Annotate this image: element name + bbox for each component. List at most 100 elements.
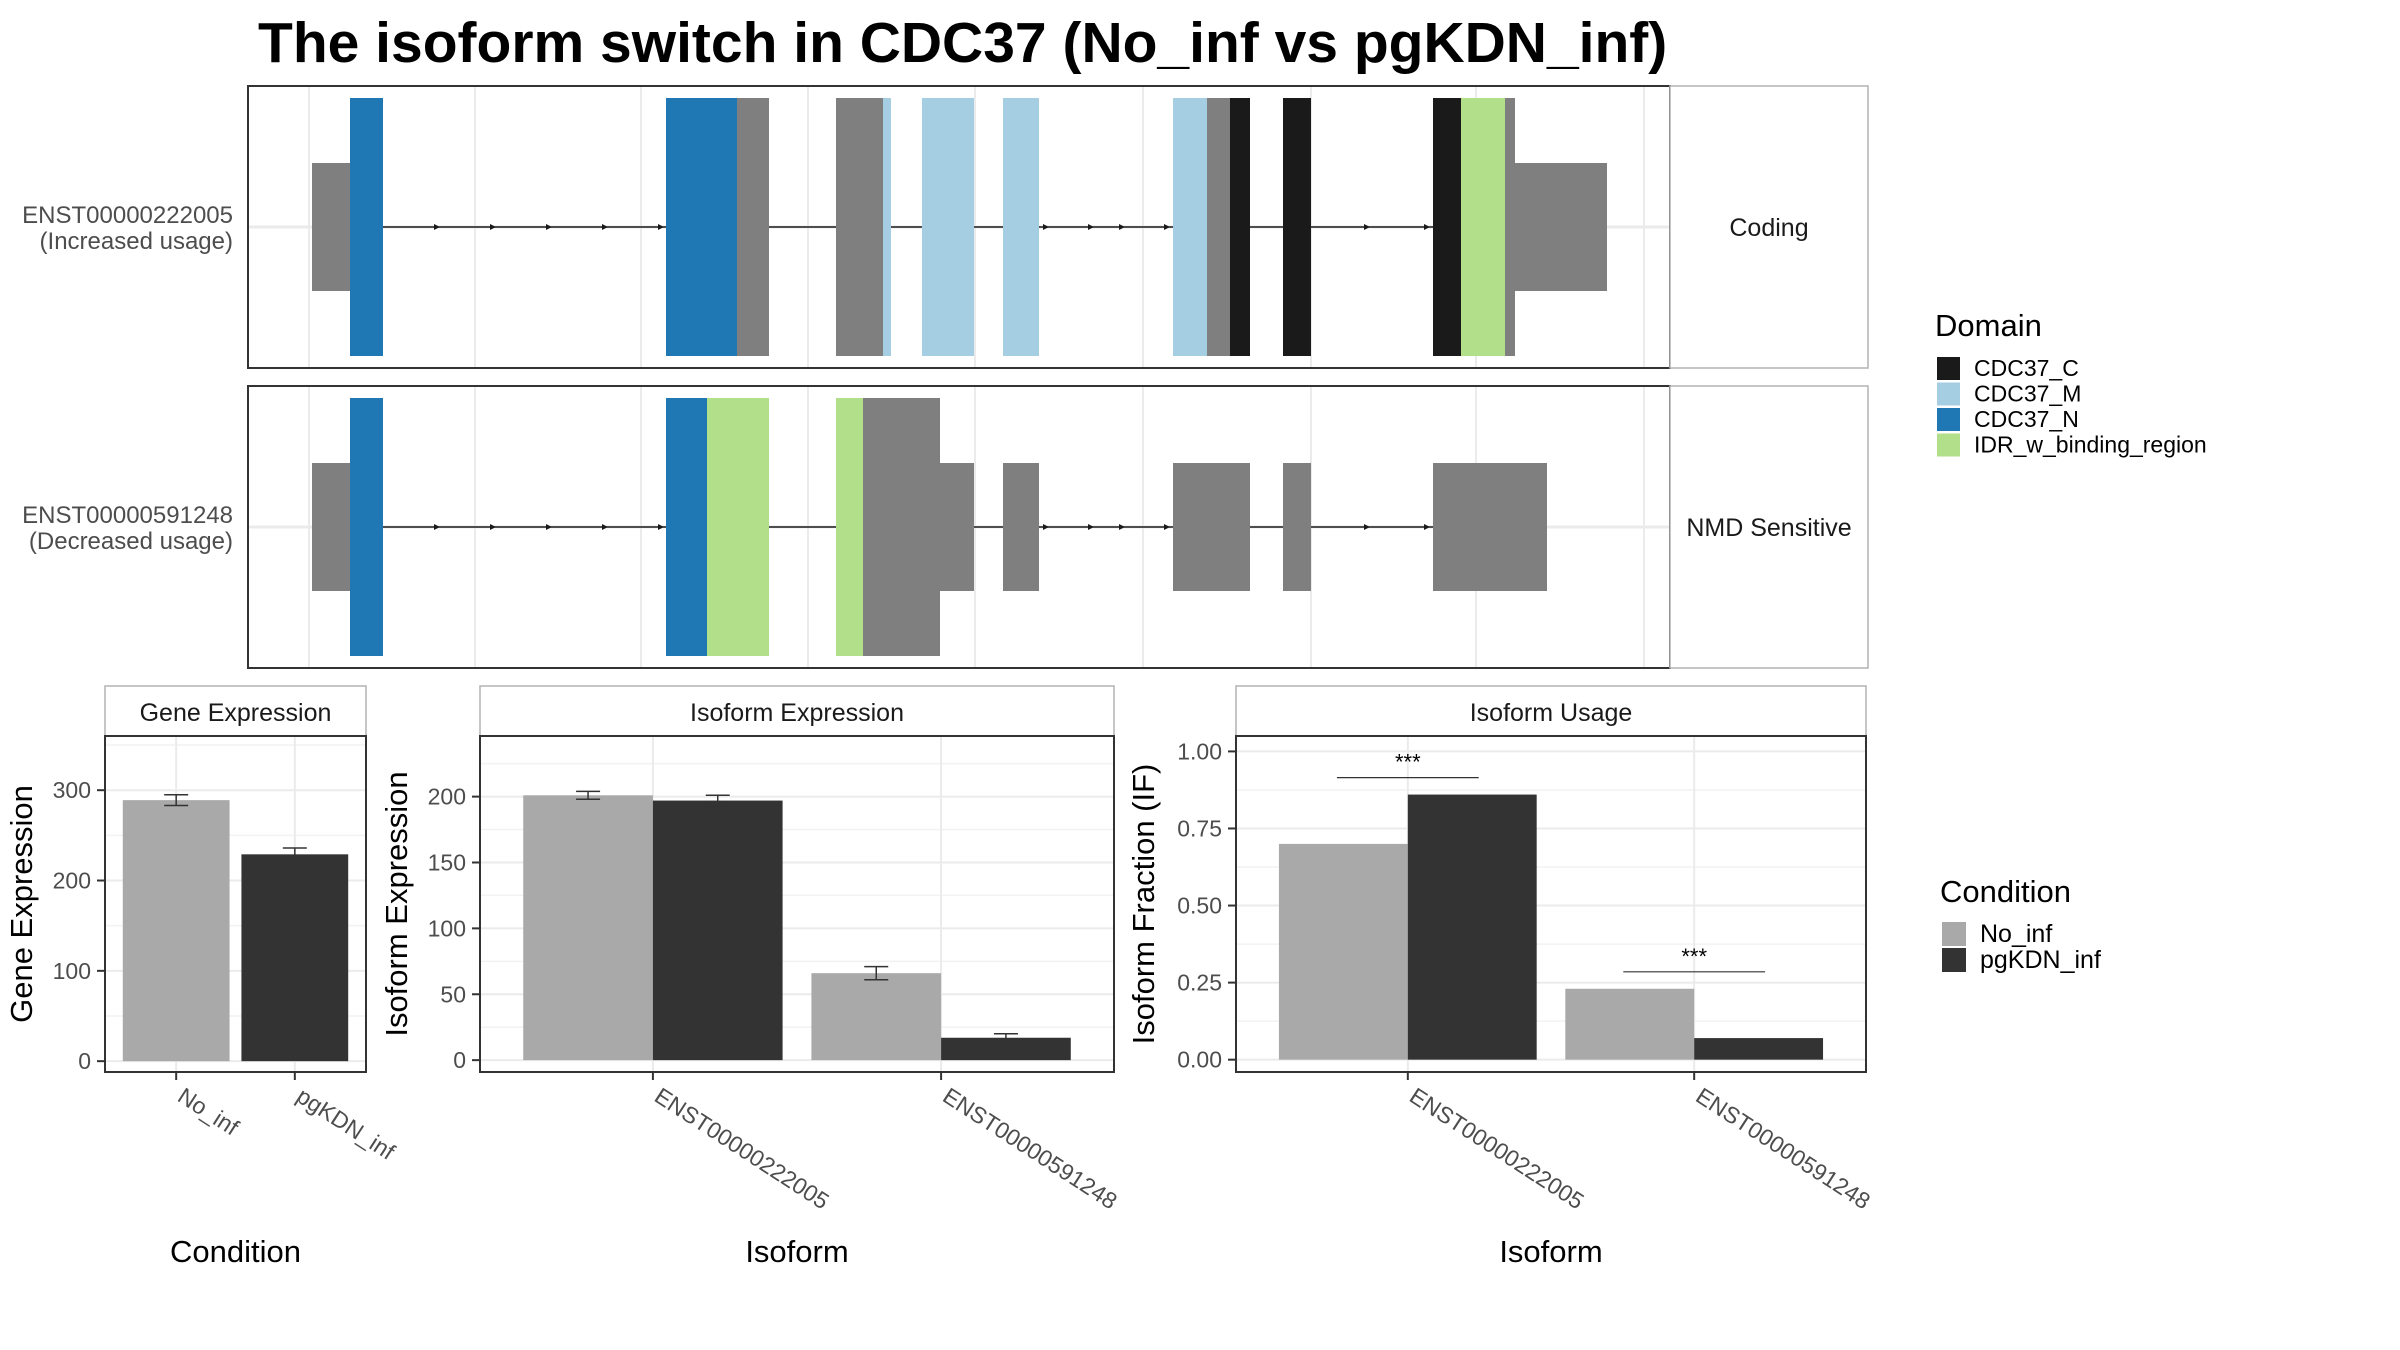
legend-label: IDR_w_binding_region [1974,432,2207,458]
legend-label: No_inf [1980,920,2052,948]
bar [523,795,653,1061]
figure-title: The isoform switch in CDC37 (No_inf vs p… [258,11,1668,75]
bar [811,973,942,1061]
panel-strip [1235,685,1867,737]
y-axis-title: Gene Expression [4,785,39,1023]
direction-arrow [434,524,440,530]
direction-arrow [1088,524,1094,530]
y-tick-label: 0 [453,1047,466,1073]
transcript-id-label: ENST00000591248 [22,502,233,529]
exon-block [312,463,350,591]
exon-block [312,163,350,291]
exon-block [1173,463,1250,591]
direction-arrow [490,524,496,530]
facet-strip [1669,85,1869,369]
direction-arrow [1164,224,1170,230]
domain-legend: Domain CDC37_CCDC37_MCDC37_NIDR_w_binding… [1935,308,2207,458]
bar [652,800,783,1061]
y-tick-label: 150 [428,849,466,875]
facet-strip-label: Coding [1729,214,1808,242]
direction-arrow [1088,224,1094,230]
transcript-usage-label: (Decreased usage) [29,528,233,555]
legend-label: CDC37_M [1974,381,2081,407]
panel-border [1235,735,1867,1073]
significance-label: *** [1395,750,1421,775]
domain-legend-title: Domain [1935,308,2042,343]
panel-strip [479,685,1115,737]
x-tick-label: ENST00000591248 [938,1082,1122,1214]
y-tick-label: 0.25 [1177,970,1222,996]
transcript-id-label: ENST00000222005 [22,202,233,229]
y-tick-label: 300 [53,777,91,803]
panel-border [104,735,367,1073]
direction-arrow [490,224,496,230]
bar [1694,1038,1824,1060]
legend-label: pgKDN_inf [1980,946,2101,974]
domain-block [707,398,769,656]
direction-arrow [1364,524,1370,530]
transcript-usage-label: (Increased usage) [40,228,233,255]
panel-strip-title: Isoform Expression [690,699,904,727]
y-tick-label: 200 [53,868,91,894]
exon-block [1433,463,1547,591]
condition-legend-title: Condition [1940,874,2071,909]
y-tick-label: 200 [428,784,466,810]
direction-arrow [602,524,608,530]
legend-swatch [1937,357,1960,380]
direction-arrow [658,224,664,230]
exon-block [940,463,974,591]
domain-block [350,398,383,656]
domain-block [1433,98,1461,356]
exon-block [1515,163,1607,291]
domain-block [836,398,863,656]
significance-label: *** [1681,944,1707,969]
domain-block [666,398,707,656]
y-tick-label: 0 [78,1048,91,1074]
exon-block [1003,463,1039,591]
direction-arrow [546,224,552,230]
direction-arrow [1043,524,1049,530]
direction-arrow [1424,224,1430,230]
panel-strip-title: Gene Expression [140,699,332,727]
legend-label: CDC37_N [1974,406,2079,432]
x-tick-label: pgKDN_inf [292,1082,400,1165]
direction-arrow [1424,524,1430,530]
domain-block [350,98,383,356]
chart-panel-3: Isoform Usage *** *** 0.00 0.25 0.50 0.75 1.00 E… [1126,685,1875,1269]
legend-swatch [1942,948,1966,972]
direction-arrow [1364,224,1370,230]
legend-label: CDC37_C [1974,355,2079,381]
domain-block [883,98,891,356]
bar [941,1037,1071,1061]
bar [241,854,349,1062]
x-tick-label: ENST00000222005 [650,1082,834,1214]
transcript-panel-2: NMD Sensitive ENST00000591248(Decreased u… [22,385,1869,669]
direction-arrow [434,224,440,230]
y-tick-label: 1.00 [1177,738,1222,764]
y-tick-label: 50 [440,981,466,1007]
y-tick-label: 0.50 [1177,893,1222,919]
y-tick-label: 0.00 [1177,1047,1222,1073]
chart-panel-1: Gene Expression 0 100 200 300 No_inf pgKDN_inf… [4,685,400,1269]
y-axis-title: Isoform Expression [379,771,414,1036]
x-axis-title: Isoform [745,1234,848,1269]
facet-strip [1669,385,1869,669]
direction-arrow [658,524,664,530]
x-tick-label: ENST00000591248 [1691,1082,1875,1214]
domain-block [922,98,974,356]
x-tick-label: ENST00000222005 [1405,1082,1589,1214]
direction-arrow [1119,224,1125,230]
domain-block [666,98,737,356]
y-tick-label: 100 [428,915,466,941]
bar [1278,843,1408,1060]
exon-block [863,398,940,656]
exon-block [1283,463,1311,591]
domain-block [1173,98,1207,356]
y-axis-title: Isoform Fraction (IF) [1126,764,1161,1045]
chart-panel-2: Isoform Expression 0 50 100 150 200 ENST000002… [379,685,1122,1269]
facet-strip-label: NMD Sensitive [1686,514,1851,542]
bar [122,800,230,1062]
x-axis-title: Isoform [1499,1234,1602,1269]
